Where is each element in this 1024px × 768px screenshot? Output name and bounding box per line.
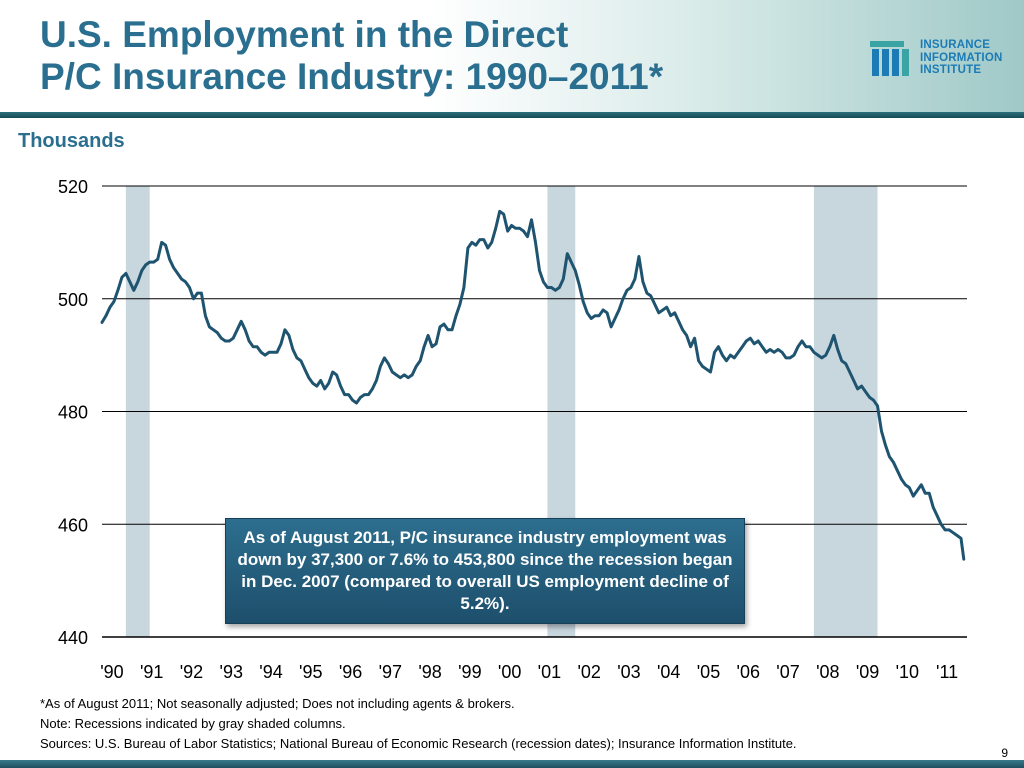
x-tick-label-8: '98 [418,662,441,682]
slide-title-line-2: P/C Insurance Industry: 1990–2011* [40,56,664,97]
x-tick-label-21: '11 [936,662,958,682]
x-tick-label-13: '03 [617,662,640,682]
x-tick-label-10: '00 [498,662,521,682]
footnote-recession-note: Note: Recessions indicated by gray shade… [40,716,346,731]
x-tick-label-11: '01 [538,662,561,682]
slide-title: U.S. Employment in the Direct P/C Insura… [40,14,663,98]
page-number: 9 [1001,746,1008,760]
x-tick-label-9: '99 [458,662,481,682]
slide-title-line-1: U.S. Employment in the Direct [40,14,569,55]
logo-line-3: INSTITUTE [920,64,982,76]
iii-logo: INSURANCE INFORMATION INSTITUTE [868,38,1018,82]
x-tick-label-12: '02 [577,662,600,682]
x-tick-label-7: '97 [379,662,402,682]
y-tick-label-440: 440 [58,628,88,648]
x-tick-label-15: '05 [697,662,720,682]
y-tick-labels: 440 460 480 500 520 [58,177,88,648]
x-tick-label-20: '10 [896,662,919,682]
x-tick-label-17: '07 [776,662,799,682]
x-tick-label-2: '92 [180,662,203,682]
footnote-sources: Sources: U.S. Bureau of Labor Statistics… [40,736,797,751]
x-tick-label-5: '95 [299,662,322,682]
title-divider [0,112,1024,118]
title-banner [0,0,1024,112]
x-tick-label-18: '08 [816,662,839,682]
y-tick-label-460: 460 [58,515,88,535]
x-tick-label-16: '06 [737,662,760,682]
y-tick-label-500: 500 [58,290,88,310]
x-tick-label-3: '93 [220,662,243,682]
x-tick-label-19: '09 [856,662,879,682]
callout-box: As of August 2011, P/C insurance industr… [225,518,745,624]
y-tick-label-480: 480 [58,403,88,423]
footer-bar [0,760,1024,768]
x-tick-label-4: '94 [259,662,282,682]
callout-text: As of August 2011, P/C insurance industr… [237,528,733,613]
employment-series-line [100,209,966,561]
footnotes: *As of August 2011; Not seasonally adjus… [40,694,797,754]
x-tick-label-1: '91 [140,662,163,682]
logo-line-1: INSURANCE [920,39,991,51]
x-tick-label-14: '04 [657,662,680,682]
iii-logo-icon [870,41,909,76]
x-tick-label-6: '96 [339,662,362,682]
footnote-asterisk: *As of August 2011; Not seasonally adjus… [40,696,515,711]
x-tick-label-0: '90 [100,662,123,682]
y-unit-label: Thousands [18,130,125,152]
y-tick-label-520: 520 [58,177,88,197]
logo-line-2: INFORMATION [920,51,1003,64]
iii-logo-text: INSURANCE INFORMATION INSTITUTE [920,39,1002,77]
x-tick-labels: '90 '91 '92 '93 '94 '95 '96 '97 '98 '99 '00 '01 '02 '… [100,662,958,682]
